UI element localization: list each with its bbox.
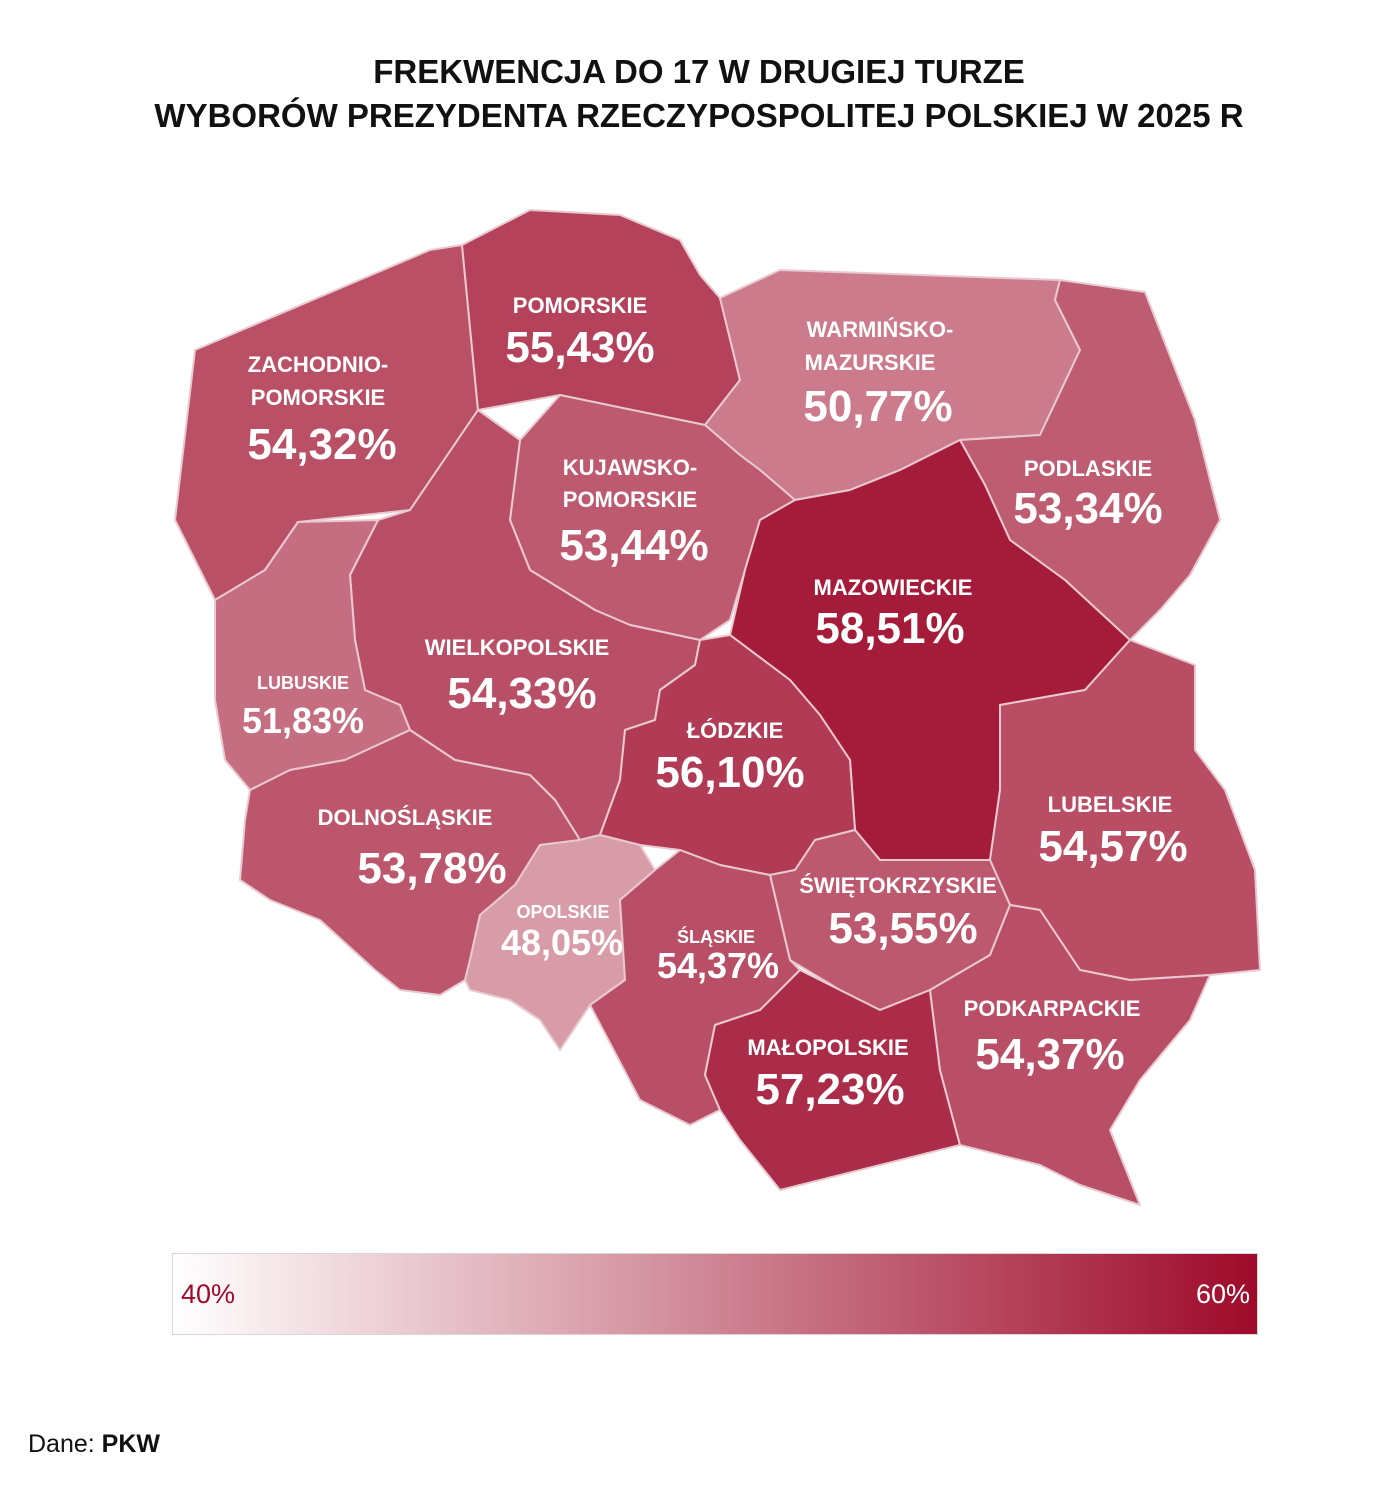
region-value: 50,77%	[803, 382, 952, 431]
region-name: PODKARPACKIE	[964, 996, 1141, 1021]
label-swietokrzyskie: ŚWIĘTOKRZYSKIE 53,55%	[799, 873, 997, 953]
region-value: 54,32%	[247, 420, 396, 469]
title-line-2: WYBORÓW PREZYDENTA RZECZYPOSPOLITEJ POLS…	[154, 97, 1244, 134]
region-value: 51,83%	[242, 700, 364, 741]
label-pomorskie: POMORSKIE 55,43%	[505, 293, 654, 372]
title-line-1: FREKWENCJA DO 17 W DRUGIEJ TURZE	[373, 53, 1025, 90]
label-lubelskie: LUBELSKIE 54,57%	[1038, 792, 1187, 871]
region-name: POMORSKIE	[563, 487, 697, 512]
label-zachodniopomorskie: ZACHODNIO- POMORSKIE 54,32%	[247, 352, 396, 469]
region-name: MAZURSKIE	[805, 350, 936, 375]
label-mazowieckie: MAZOWIECKIE 58,51%	[814, 575, 973, 653]
region-lubuskie[interactable]	[214, 519, 411, 791]
label-kujawsko-pomorskie: KUJAWSKO- POMORSKIE 53,44%	[559, 455, 708, 570]
region-name: ŚLĄSKIE	[677, 926, 755, 947]
region-value: 54,37%	[657, 945, 779, 986]
label-malopolskie: MAŁOPOLSKIE 57,23%	[747, 1035, 908, 1114]
region-name: DOLNOŚLĄSKIE	[318, 805, 493, 830]
region-name: ŁÓDZKIE	[687, 718, 784, 743]
region-value: 55,43%	[505, 323, 654, 372]
region-zachodniopomorskie[interactable]	[174, 244, 479, 601]
region-value: 54,37%	[975, 1030, 1124, 1079]
region-name: POMORSKIE	[251, 385, 385, 410]
region-name: KUJAWSKO-	[563, 455, 697, 480]
region-name: POMORSKIE	[513, 293, 647, 318]
region-value: 58,51%	[815, 604, 964, 653]
region-name: MAŁOPOLSKIE	[747, 1035, 908, 1060]
label-warminsko-mazurskie: WARMIŃSKO- MAZURSKIE 50,77%	[803, 317, 953, 431]
region-value: 48,05%	[501, 922, 623, 963]
region-value: 54,33%	[447, 669, 596, 718]
region-name: OPOLSKIE	[516, 902, 609, 922]
chart-title: FREKWENCJA DO 17 W DRUGIEJ TURZE WYBORÓW…	[0, 50, 1398, 138]
legend-max-label: 60%	[1195, 1279, 1250, 1309]
legend-color-scale	[172, 1253, 1258, 1335]
label-wielkopolskie: WIELKOPOLSKIE 54,33%	[425, 635, 610, 718]
region-name: ZACHODNIO-	[248, 352, 389, 377]
region-value: 54,57%	[1038, 822, 1187, 871]
region-opolskie[interactable]	[464, 834, 656, 1051]
label-lodzkie: ŁÓDZKIE 56,10%	[655, 718, 804, 797]
label-lubuskie: LUBUSKIE 51,83%	[242, 673, 364, 741]
region-value: 57,23%	[755, 1065, 904, 1114]
label-dolnoslaskie: DOLNOŚLĄSKIE 53,78%	[318, 805, 507, 893]
region-podkarpackie[interactable]	[929, 904, 1211, 1206]
source-prefix: Dane:	[28, 1430, 95, 1458]
label-podkarpackie: PODKARPACKIE 54,37%	[964, 996, 1141, 1079]
source-name: PKW	[101, 1430, 160, 1458]
label-podlaskie: PODLASKIE 53,34%	[1013, 456, 1162, 533]
region-value: 56,10%	[655, 748, 804, 797]
region-value: 53,44%	[559, 521, 708, 570]
source-note: Dane: PKW	[28, 1430, 160, 1459]
label-opolskie: OPOLSKIE 48,05%	[501, 902, 623, 963]
region-name: PODLASKIE	[1024, 456, 1152, 481]
region-name: LUBELSKIE	[1048, 792, 1173, 817]
region-name: MAZOWIECKIE	[814, 575, 973, 600]
region-value: 53,34%	[1013, 484, 1162, 533]
region-name: ŚWIĘTOKRZYSKIE	[799, 873, 997, 898]
legend-min-label: 40%	[181, 1279, 236, 1309]
region-name: LUBUSKIE	[257, 673, 349, 693]
region-value: 53,78%	[357, 844, 506, 893]
region-name: WIELKOPOLSKIE	[425, 635, 610, 660]
label-slaskie: ŚLĄSKIE 54,37%	[657, 926, 779, 986]
region-name: WARMIŃSKO-	[807, 317, 954, 342]
region-value: 53,55%	[828, 904, 977, 953]
